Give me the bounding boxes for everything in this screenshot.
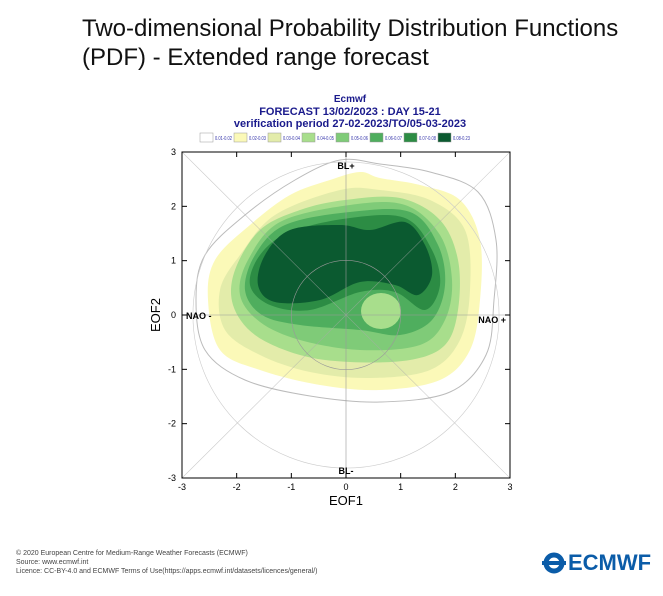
- legend-label: 0.03-0.04: [283, 136, 300, 142]
- chart-header-source: Ecmwf: [333, 94, 367, 105]
- ecmwf-logo-icon: [542, 552, 566, 574]
- x-tick-label: -3: [178, 482, 186, 492]
- y-tick-label: -1: [168, 364, 176, 374]
- x-tick-label: 3: [507, 482, 512, 492]
- legend-label: 0.08-0.23: [453, 136, 470, 142]
- y-tick-label: 3: [171, 147, 176, 157]
- circle-guide: [291, 260, 401, 370]
- legend-label: 0.05-0.06: [351, 136, 368, 142]
- legend-swatch: [199, 132, 214, 143]
- annotation-bl-minus: BL-: [339, 466, 354, 476]
- ecmwf-logo: ECMWF: [540, 550, 651, 576]
- contour-inner-minimum: [361, 293, 401, 329]
- legend-label: 0.07-0.08: [419, 136, 436, 142]
- annotation-nao-plus: NAO +: [478, 315, 506, 325]
- x-tick-label: -2: [233, 482, 241, 492]
- chart-header-verification: verification period 27-02-2023/TO/05-03-…: [233, 118, 467, 130]
- y-tick-label: 2: [171, 201, 176, 211]
- legend-swatch: [267, 132, 282, 143]
- x-tick-label: 1: [398, 482, 403, 492]
- y-tick-label: 1: [171, 256, 176, 266]
- legend-swatch: [403, 132, 418, 143]
- legend-swatch: [437, 132, 452, 143]
- contour-level-0.08-0.23: [257, 221, 433, 304]
- logo-text: ECMWF: [568, 550, 652, 575]
- y-tick-label: -3: [168, 473, 176, 483]
- annotation-nao-minus: NAO -: [186, 311, 212, 321]
- annotation-bl-plus: BL+: [337, 161, 354, 171]
- circle-guide: [192, 161, 500, 469]
- legend-label: 0.04-0.05: [317, 136, 334, 142]
- legend-swatch: [369, 132, 384, 143]
- x-axis-label: EOF1: [329, 493, 363, 508]
- legend-swatch: [335, 132, 350, 143]
- footer-copyright: © 2020 European Centre for Medium-Range …: [16, 550, 248, 557]
- footer-licence: Licence: CC-BY-4.0 and ECMWF Terms of Us…: [16, 568, 318, 575]
- y-axis-label: EOF2: [148, 298, 163, 332]
- legend-label: 0.01-0.02: [215, 136, 232, 142]
- pdf-chart: 0.01-0.02 0.02-0.03 0.03-0.04 0.04-0.05 0.05…: [148, 132, 513, 508]
- y-tick-label: -2: [168, 419, 176, 429]
- legend-swatch: [301, 132, 316, 143]
- legend-label: 0.02-0.03: [249, 136, 266, 142]
- x-tick-label: 0: [343, 482, 348, 492]
- chart-header-forecast: FORECAST 13/02/2023 : DAY 15-21: [259, 106, 441, 118]
- y-tick-label: 0: [171, 310, 176, 320]
- page-title: Two-dimensional Probability Distribution…: [82, 15, 619, 71]
- legend-swatch: [233, 132, 248, 143]
- legend-label: 0.06-0.07: [385, 136, 402, 142]
- x-tick-label: 2: [453, 482, 458, 492]
- x-tick-label: -1: [287, 482, 295, 492]
- footer-source: Source: www.ecmwf.int: [16, 559, 89, 566]
